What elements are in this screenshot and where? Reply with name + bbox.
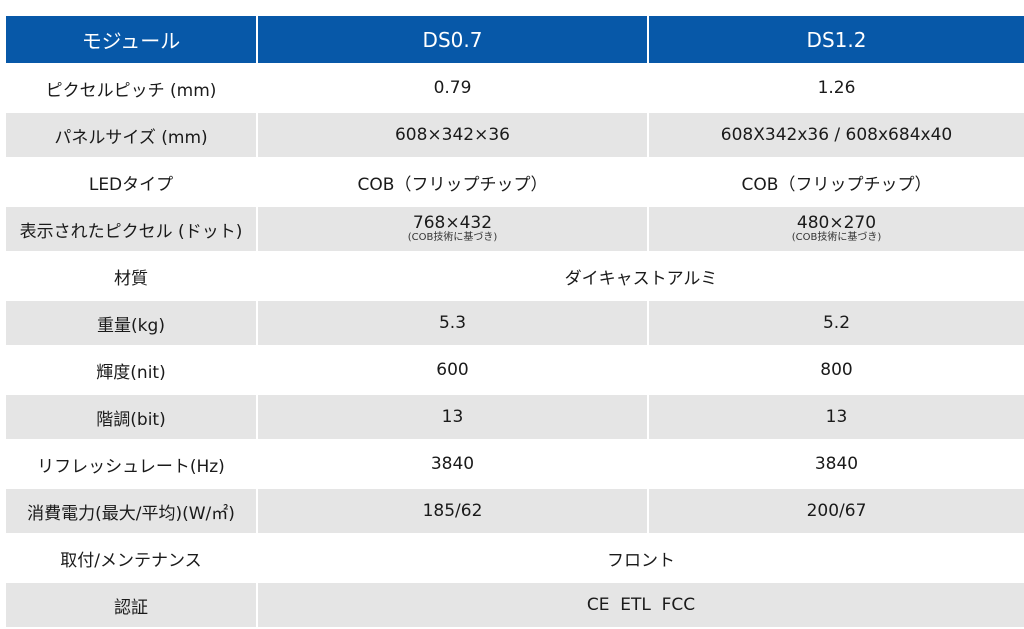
spec-table: モジュール DS0.7 DS1.2 ピクセルピッチ (mm) 0.79 1.26… xyxy=(6,16,1024,627)
value-merged: ダイキャストアルミ xyxy=(258,251,1024,298)
value-ds12: 13 xyxy=(649,392,1024,439)
row-refresh-rate: リフレッシュレート(Hz) 3840 3840 xyxy=(6,439,1024,486)
value-ds07: 185/62 xyxy=(258,486,649,533)
header-ds07: DS0.7 xyxy=(258,16,649,63)
row-label: 輝度(nit) xyxy=(6,345,258,392)
value-ds07: 768×432 (COB技術に基づき) xyxy=(258,204,649,251)
value-ds07: 5.3 xyxy=(258,298,649,345)
row-certification: 認証 CE ETL FCC xyxy=(6,580,1024,627)
row-panel-size: パネルサイズ (mm) 608×342×36 608X342x36 / 608x… xyxy=(6,110,1024,157)
row-label: 認証 xyxy=(6,580,258,627)
row-label: 材質 xyxy=(6,251,258,298)
row-display-pixels: 表示されたピクセル (ドット) 768×432 (COB技術に基づき) 480×… xyxy=(6,204,1024,251)
value-ds12: 800 xyxy=(649,345,1024,392)
value-note: (COB技術に基づき) xyxy=(791,232,882,243)
row-label: ピクセルピッチ (mm) xyxy=(6,63,258,110)
value-ds07: 608×342×36 xyxy=(258,110,649,157)
row-label: リフレッシュレート(Hz) xyxy=(6,439,258,486)
row-material: 材質 ダイキャストアルミ xyxy=(6,251,1024,298)
value-ds12: COB（フリップチップ） xyxy=(649,157,1024,204)
value-merged: フロント xyxy=(258,533,1024,580)
value-note: (COB技術に基づき) xyxy=(407,232,498,243)
row-label: 重量(kg) xyxy=(6,298,258,345)
value-merged: CE ETL FCC xyxy=(258,580,1024,627)
value-ds12: 1.26 xyxy=(649,63,1024,110)
row-label: 階調(bit) xyxy=(6,392,258,439)
value-ds07: 13 xyxy=(258,392,649,439)
value-ds12: 3840 xyxy=(649,439,1024,486)
value-main: 768×432 xyxy=(412,213,493,233)
value-ds07: COB（フリップチップ） xyxy=(258,157,649,204)
row-label: LEDタイプ xyxy=(6,157,258,204)
row-gray-scale: 階調(bit) 13 13 xyxy=(6,392,1024,439)
value-ds07: 0.79 xyxy=(258,63,649,110)
header-module-label: モジュール xyxy=(6,16,258,63)
row-pixel-pitch: ピクセルピッチ (mm) 0.79 1.26 xyxy=(6,63,1024,110)
value-ds12: 200/67 xyxy=(649,486,1024,533)
row-installation: 取付/メンテナンス フロント xyxy=(6,533,1024,580)
header-row: モジュール DS0.7 DS1.2 xyxy=(6,16,1024,63)
header-ds12: DS1.2 xyxy=(649,16,1024,63)
value-ds07: 600 xyxy=(258,345,649,392)
value-ds07: 3840 xyxy=(258,439,649,486)
row-power-consumption: 消費電力(最大/平均)(W/㎡) 185/62 200/67 xyxy=(6,486,1024,533)
value-ds12: 5.2 xyxy=(649,298,1024,345)
row-label: 取付/メンテナンス xyxy=(6,533,258,580)
row-brightness: 輝度(nit) 600 800 xyxy=(6,345,1024,392)
row-label: 消費電力(最大/平均)(W/㎡) xyxy=(6,486,258,533)
row-label: 表示されたピクセル (ドット) xyxy=(6,204,258,251)
value-ds12: 608X342x36 / 608x684x40 xyxy=(649,110,1024,157)
row-label: パネルサイズ (mm) xyxy=(6,110,258,157)
value-main: 480×270 xyxy=(796,213,877,233)
row-led-type: LEDタイプ COB（フリップチップ） COB（フリップチップ） xyxy=(6,157,1024,204)
row-weight: 重量(kg) 5.3 5.2 xyxy=(6,298,1024,345)
value-ds12: 480×270 (COB技術に基づき) xyxy=(649,204,1024,251)
